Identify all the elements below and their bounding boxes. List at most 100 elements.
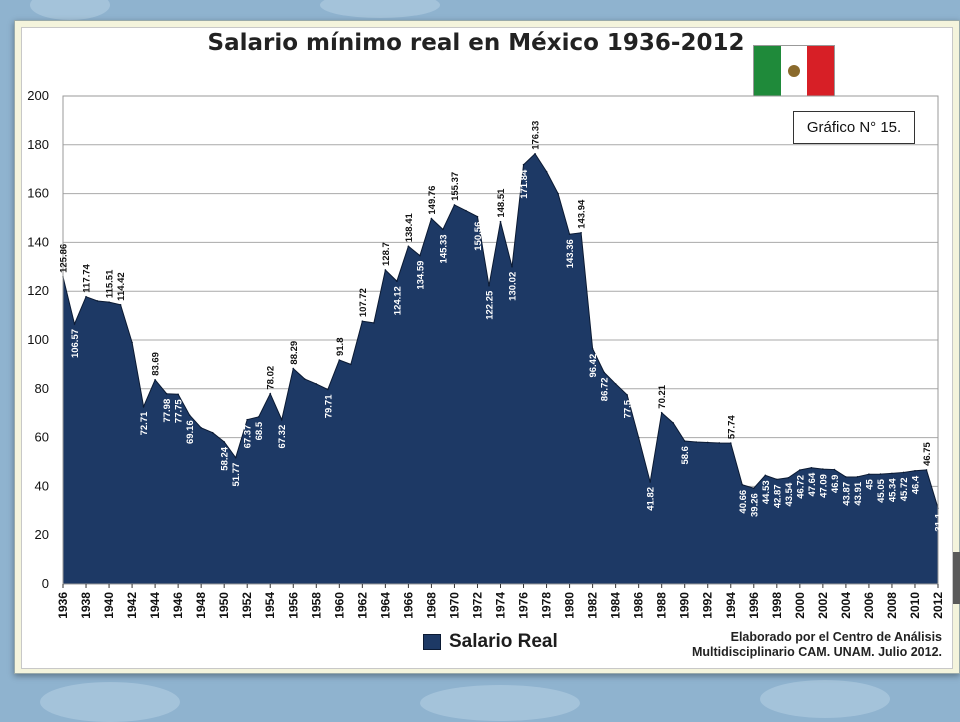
data-point (327, 388, 329, 391)
data-point (453, 204, 456, 206)
data-point (442, 228, 444, 231)
data-label: 41.82 (646, 487, 657, 511)
legend: Salario Real (423, 631, 558, 653)
data-label: 57.74 (726, 415, 737, 439)
x-tick-label: 1984 (609, 592, 623, 619)
data-point (522, 163, 525, 166)
x-tick-label: 1990 (678, 592, 692, 619)
data-point (672, 422, 674, 424)
data-labels: 125.86 106.57 117.74 115.51 114.42 72.71 83.69… (59, 121, 945, 532)
data-label: 58.24 (220, 446, 231, 470)
data-point (580, 231, 582, 234)
data-label: 45 (864, 478, 875, 489)
x-tick-label: 1992 (701, 592, 715, 619)
data-point (96, 300, 99, 302)
data-point (280, 418, 283, 421)
data-label: 51.77 (231, 463, 242, 487)
background-shape (40, 682, 180, 722)
data-point (902, 471, 905, 474)
background-shape (760, 680, 890, 718)
data-point (511, 265, 513, 268)
data-point (142, 405, 145, 408)
data-point (649, 481, 651, 483)
data-label: 122.25 (484, 290, 495, 320)
data-label: 47.64 (807, 472, 818, 496)
data-label: 31.1 (934, 512, 945, 531)
x-tick-label: 1994 (724, 592, 738, 619)
data-point (683, 440, 686, 442)
data-label: 46.4 (910, 475, 921, 494)
data-label: 106.57 (70, 329, 81, 358)
data-point (223, 441, 225, 443)
x-tick-label: 1976 (517, 592, 531, 619)
x-tick-label: 1964 (378, 592, 392, 619)
data-label: 107.72 (358, 288, 369, 317)
x-tick-label: 1998 (770, 592, 784, 619)
data-point (810, 466, 813, 469)
data-point (499, 220, 502, 223)
data-label: 114.42 (116, 272, 127, 301)
data-point (626, 394, 628, 396)
data-point (695, 441, 698, 443)
x-tick-label: 1958 (309, 592, 323, 619)
data-point (269, 392, 272, 395)
data-label: 149.76 (427, 186, 438, 215)
credit-line-1: Elaborado por el Centro de Análisis (730, 630, 942, 644)
data-label: 72.71 (139, 411, 150, 435)
data-point (131, 341, 133, 344)
data-point (787, 476, 790, 479)
data-point (603, 371, 605, 374)
data-point (430, 217, 433, 220)
data-label: 143.36 (565, 239, 576, 268)
source-credit: Elaborado por el Centro de Análisis Mult… (600, 630, 942, 660)
data-point (119, 304, 122, 306)
x-tick-label: 1972 (470, 592, 484, 619)
background-shape (30, 0, 110, 20)
data-point (465, 209, 467, 212)
data-label: 145.33 (438, 234, 449, 263)
data-label: 143.94 (577, 199, 588, 229)
y-tick-label: 40 (35, 478, 49, 493)
data-label: 88.29 (289, 341, 300, 365)
x-tick-label: 1978 (540, 592, 554, 619)
data-label: 128.7 (381, 242, 392, 266)
x-tick-label: 1970 (447, 592, 461, 619)
data-point (879, 473, 882, 475)
data-label: 125.86 (59, 244, 70, 273)
data-label: 69.16 (185, 420, 196, 444)
data-point (764, 474, 767, 477)
data-point (200, 427, 202, 429)
data-label: 78.02 (266, 366, 277, 390)
x-tick-label: 1974 (494, 592, 508, 619)
data-point (799, 469, 801, 471)
data-point (154, 379, 156, 381)
data-label: 39.26 (749, 493, 760, 517)
x-tick-label: 2002 (816, 592, 830, 619)
data-label: 171.84 (519, 169, 530, 199)
data-point (373, 322, 375, 324)
data-label: 67.37 (243, 425, 254, 449)
data-point (729, 442, 732, 444)
data-label: 134.59 (415, 261, 426, 290)
data-point (752, 487, 755, 490)
x-tick-label: 2008 (885, 592, 899, 619)
y-tick-label: 80 (35, 381, 49, 396)
x-tick-label: 1980 (563, 592, 577, 619)
data-point (350, 363, 352, 366)
data-label: 77.98 (162, 399, 173, 423)
data-point (303, 378, 306, 380)
x-tick-label: 1938 (79, 592, 93, 619)
data-point (660, 411, 663, 414)
y-tick-label: 180 (27, 137, 49, 152)
x-tick-label: 1966 (401, 592, 415, 619)
y-tick-label: 160 (27, 186, 49, 201)
data-label: 58.6 (680, 446, 691, 465)
data-label: 83.69 (151, 352, 162, 376)
data-point (591, 347, 594, 350)
data-label: 46.72 (795, 475, 806, 499)
data-label: 70.21 (657, 384, 668, 408)
data-label: 45.72 (899, 477, 910, 501)
data-point (165, 392, 168, 395)
x-tick-label: 1954 (263, 592, 277, 619)
x-tick-label: 1944 (148, 592, 162, 619)
